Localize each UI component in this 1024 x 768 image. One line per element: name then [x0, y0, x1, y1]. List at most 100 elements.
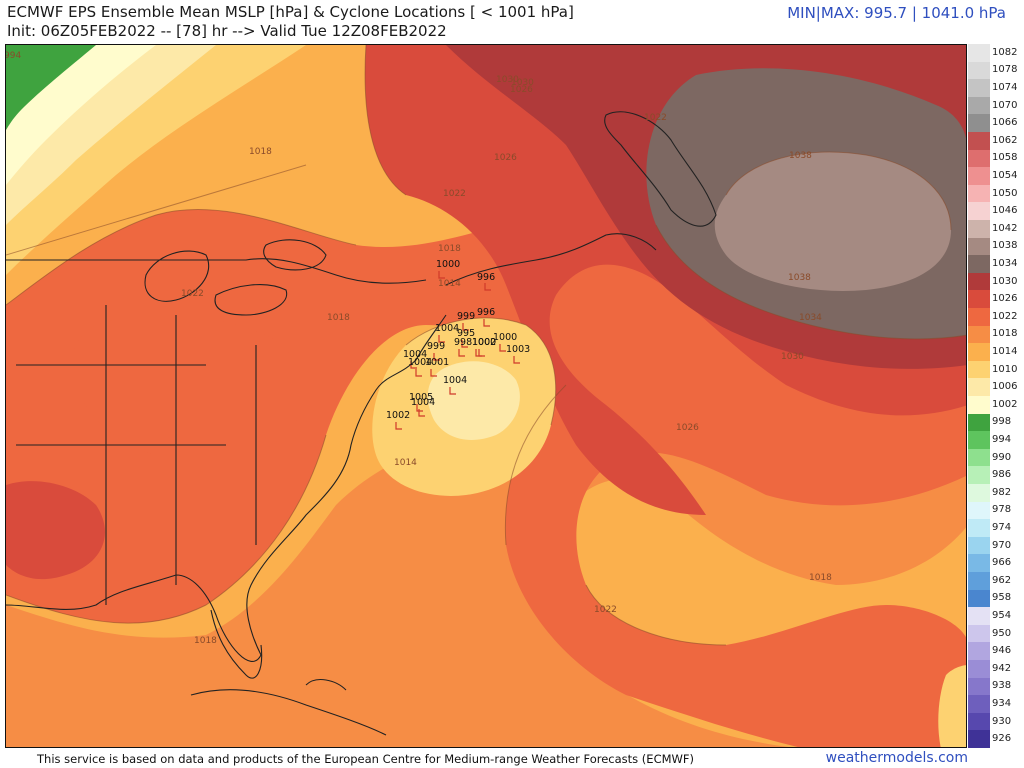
cyclone-marker: 1003: [506, 344, 530, 364]
legend-swatch: [968, 184, 990, 203]
legend-swatch: [968, 202, 990, 220]
legend-swatch: [968, 431, 990, 449]
legend-swatch: [968, 712, 990, 731]
legend-label: 950: [992, 627, 1012, 639]
svg-text:1000: 1000: [436, 259, 460, 270]
legend-label: 1066: [992, 117, 1018, 129]
legend-swatch: [968, 589, 990, 608]
legend-swatch: [968, 79, 990, 97]
legend-swatch: [968, 114, 990, 132]
legend-swatch: [968, 220, 990, 238]
pressure-band-1022-gulf: [6, 481, 105, 580]
svg-text:998: 998: [454, 337, 472, 348]
legend-label: 1050: [992, 187, 1018, 199]
legend-label: 926: [992, 733, 1012, 745]
legend-swatch: [968, 695, 990, 713]
cyclone-marker: 1005: [409, 392, 433, 412]
legend-swatch: [968, 61, 990, 80]
svg-text:1000: 1000: [493, 332, 517, 343]
map-canvas: 1030 1026 1018 1022 1018 1022 1014 1018 …: [6, 45, 966, 747]
contour-label: 1030: [496, 75, 519, 85]
legend-swatch: [968, 255, 990, 273]
svg-text:1001: 1001: [425, 357, 449, 368]
coastlines-borders: [6, 111, 717, 736]
legend-label: 1042: [992, 222, 1018, 234]
mslp-map[interactable]: 1030 1026 1018 1022 1018 1022 1014 1018 …: [5, 44, 967, 748]
legend-swatch: [968, 272, 990, 291]
legend-label: 934: [992, 698, 1012, 709]
svg-text:999: 999: [427, 341, 445, 352]
legend-swatch: [968, 132, 990, 150]
cyclone-marker: 996: [477, 307, 495, 327]
cyclone-marker: 996: [477, 272, 495, 291]
legend-swatch: [968, 396, 990, 414]
pressure-band-1026-inland: [72, 314, 304, 461]
legend-swatch: [968, 466, 990, 484]
legend-label: 1006: [992, 381, 1018, 393]
contour-label: 1018: [194, 636, 217, 646]
contour-label: 1014: [394, 458, 417, 468]
contour-label: 1018: [249, 147, 272, 157]
contour-labels: 1030 1026 1018 1022 1018 1022 1014 1018 …: [6, 45, 832, 646]
legend-label: 1030: [992, 275, 1018, 287]
contour-label: 1030: [511, 78, 534, 88]
legend-swatch: [968, 554, 990, 572]
svg-text:996: 996: [477, 272, 495, 283]
legend-label: 1082: [992, 46, 1018, 58]
isobar-lines: [6, 45, 966, 646]
svg-text:1003: 1003: [506, 344, 530, 355]
legend-swatch: [968, 325, 990, 344]
svg-text:1004: 1004: [443, 375, 467, 386]
legend-label: 1070: [992, 99, 1018, 111]
legend-label: 974: [992, 522, 1012, 533]
map-title: ECMWF EPS Ensemble Mean MSLP [hPa] & Cyc…: [7, 3, 574, 21]
legend-label: 1026: [992, 293, 1018, 305]
legend-swatch: [968, 167, 990, 185]
cyclone-marker: 1002: [472, 337, 496, 357]
cyclone-marker: 1002: [386, 410, 410, 430]
legend-swatch: [968, 572, 990, 590]
legend-swatch: [968, 343, 990, 361]
brand-link[interactable]: weathermodels.com: [825, 750, 968, 766]
legend-swatch: [968, 96, 990, 115]
cyclone-marker: 1000: [436, 259, 460, 279]
svg-text:1000: 1000: [472, 337, 496, 348]
contour-label: 1022: [181, 289, 204, 299]
pressure-band-1014-se: [938, 665, 966, 747]
legend-swatch: [968, 536, 990, 555]
legend-label: 958: [992, 592, 1012, 604]
legend-swatch: [968, 308, 990, 326]
legend-swatch: [968, 360, 990, 379]
legend-swatch: [968, 607, 990, 625]
legend-swatch: [968, 677, 990, 696]
legend-label: 1046: [992, 205, 1018, 217]
legend-swatch: [968, 501, 990, 520]
legend-label: 930: [992, 715, 1012, 727]
legend-label: 1018: [992, 328, 1018, 340]
legend-swatch: [968, 413, 990, 432]
contour-label: 1026: [676, 423, 699, 433]
svg-text:999: 999: [457, 311, 475, 322]
legend-swatch: [968, 44, 990, 62]
legend-label: 986: [992, 469, 1012, 481]
contour-label: 1022: [594, 605, 617, 615]
pressure-band-1006-low: [427, 361, 520, 440]
legend-label: 1058: [992, 152, 1018, 164]
legend-label: 1074: [992, 82, 1018, 93]
legend-swatch: [968, 484, 990, 502]
contour-label: 1022: [443, 189, 466, 199]
legend-label: 946: [992, 645, 1012, 657]
legend-label: 954: [992, 610, 1012, 621]
cyclone-marker: 1004: [411, 397, 435, 417]
svg-text:1005: 1005: [409, 392, 433, 403]
cyclone-marker: 998: [454, 337, 472, 357]
svg-text:1002: 1002: [472, 337, 496, 348]
svg-text:996: 996: [477, 307, 495, 318]
legend-label: 1022: [992, 310, 1018, 322]
min-max-readout: MIN|MAX: 995.7 | 1041.0 hPa: [787, 4, 1006, 22]
legend-swatch: [968, 237, 990, 256]
cyclone-marker: 1001: [425, 357, 449, 377]
legend-label: 1038: [992, 240, 1018, 252]
legend-swatch: [968, 448, 990, 467]
legend-label: 970: [992, 539, 1012, 551]
